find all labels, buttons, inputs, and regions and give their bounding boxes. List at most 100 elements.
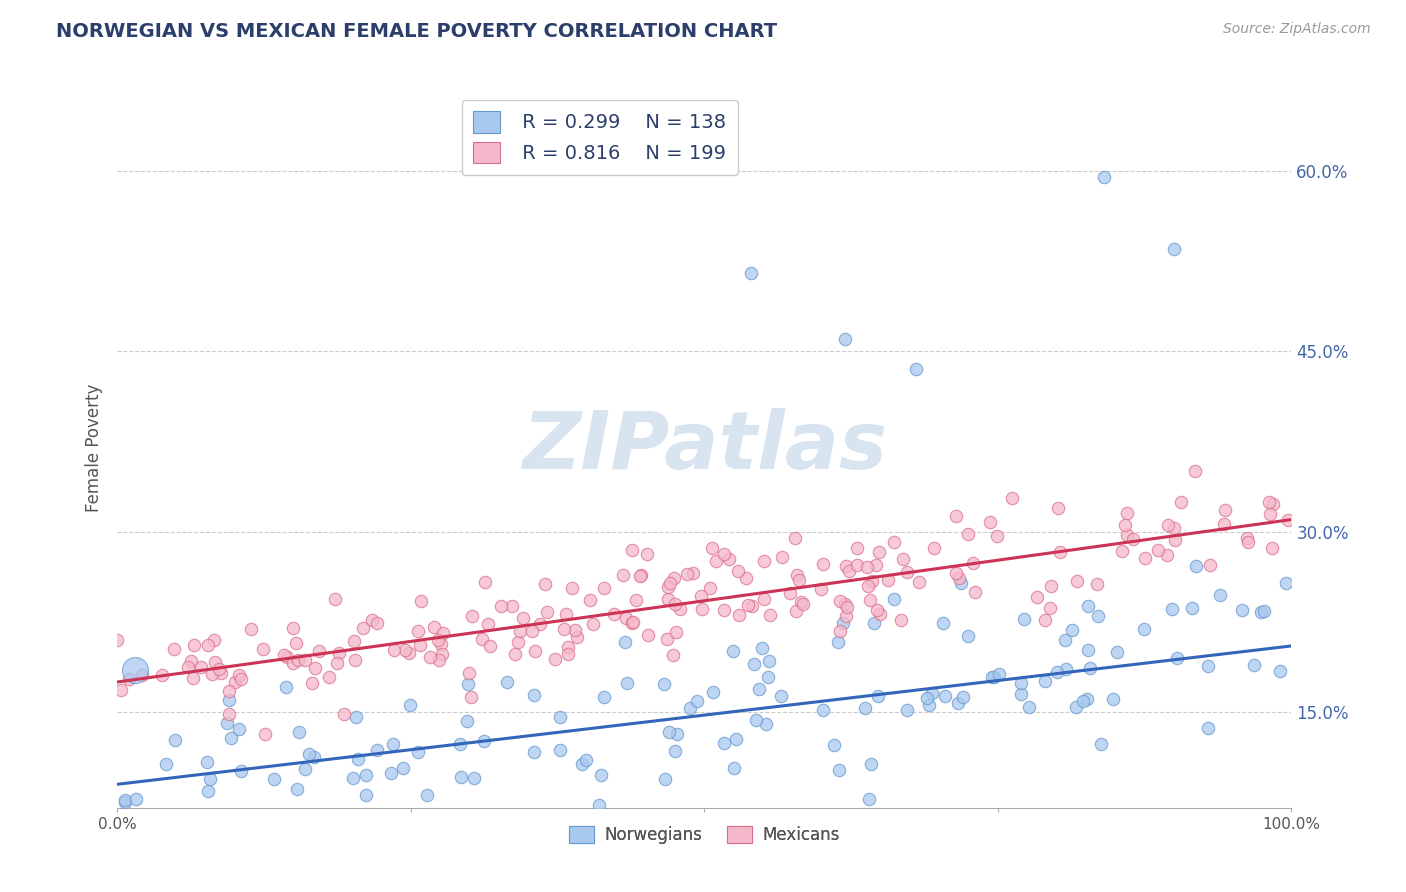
Point	[198, 772, 221, 786]
Point	[963, 585, 986, 599]
Point	[811, 703, 834, 717]
Point	[354, 788, 377, 802]
Point	[523, 745, 546, 759]
Point	[593, 690, 616, 705]
Point	[834, 597, 856, 611]
Point	[624, 593, 647, 607]
Point	[131, 667, 153, 681]
Point	[614, 611, 637, 625]
Point	[823, 738, 845, 752]
Point	[512, 611, 534, 625]
Point	[588, 798, 610, 813]
Point	[1166, 651, 1188, 665]
Point	[544, 652, 567, 666]
Point	[845, 541, 868, 555]
Point	[891, 552, 914, 566]
Point	[402, 819, 425, 833]
Point	[956, 629, 979, 643]
Point	[1184, 559, 1206, 574]
Point	[124, 663, 146, 677]
Point	[529, 616, 551, 631]
Point	[946, 696, 969, 710]
Point	[783, 532, 806, 546]
Point	[636, 547, 658, 561]
Text: ZIPatlas: ZIPatlas	[522, 409, 887, 486]
Point	[1001, 491, 1024, 506]
Point	[160, 811, 183, 825]
Point	[957, 526, 980, 541]
Point	[105, 632, 128, 647]
Point	[1077, 599, 1099, 613]
Point	[294, 762, 316, 776]
Point	[1049, 545, 1071, 559]
Point	[856, 559, 879, 574]
Point	[430, 637, 453, 651]
Point	[945, 566, 967, 581]
Point	[1066, 574, 1088, 589]
Point	[1025, 590, 1047, 604]
Point	[557, 647, 579, 661]
Point	[810, 582, 832, 596]
Point	[869, 607, 891, 621]
Point	[787, 573, 810, 587]
Point	[183, 638, 205, 652]
Point	[190, 660, 212, 674]
Point	[344, 709, 367, 723]
Point	[508, 635, 530, 649]
Point	[1087, 608, 1109, 623]
Point	[948, 571, 970, 585]
Point	[921, 686, 943, 700]
Point	[561, 581, 583, 595]
Point	[917, 698, 939, 712]
Point	[616, 675, 638, 690]
Point	[419, 649, 441, 664]
Point	[406, 624, 429, 639]
Point	[838, 565, 860, 579]
Point	[456, 714, 478, 728]
Point	[1090, 737, 1112, 751]
Point	[614, 635, 637, 649]
Point	[143, 814, 166, 828]
Point	[654, 772, 676, 787]
Point	[304, 661, 326, 675]
Point	[1116, 506, 1139, 520]
Point	[603, 607, 626, 621]
Point	[328, 646, 350, 660]
Point	[1213, 503, 1236, 517]
Point	[548, 710, 571, 724]
Point	[204, 655, 226, 669]
Point	[699, 581, 721, 595]
Point	[868, 545, 890, 559]
Point	[461, 608, 484, 623]
Point	[343, 653, 366, 667]
Point	[679, 700, 702, 714]
Point	[830, 594, 852, 608]
Point	[834, 332, 856, 346]
Point	[637, 628, 659, 642]
Point	[664, 598, 686, 612]
Point	[983, 669, 1005, 683]
Point	[477, 616, 499, 631]
Point	[1054, 662, 1077, 676]
Point	[1236, 531, 1258, 545]
Point	[283, 621, 305, 635]
Point	[1014, 611, 1036, 625]
Point	[1071, 694, 1094, 708]
Point	[114, 793, 136, 807]
Point	[779, 586, 801, 600]
Point	[471, 632, 494, 647]
Point	[318, 671, 340, 685]
Point	[1010, 676, 1032, 690]
Point	[686, 694, 709, 708]
Point	[1115, 528, 1137, 542]
Point	[980, 670, 1002, 684]
Text: NORWEGIAN VS MEXICAN FEMALE POVERTY CORRELATION CHART: NORWEGIAN VS MEXICAN FEMALE POVERTY CORR…	[56, 22, 778, 41]
Point	[1197, 659, 1219, 673]
Point	[1092, 169, 1115, 184]
Point	[945, 509, 967, 524]
Point	[125, 792, 148, 806]
Point	[662, 571, 685, 585]
Point	[298, 747, 321, 761]
Point	[883, 534, 905, 549]
Point	[682, 566, 704, 581]
